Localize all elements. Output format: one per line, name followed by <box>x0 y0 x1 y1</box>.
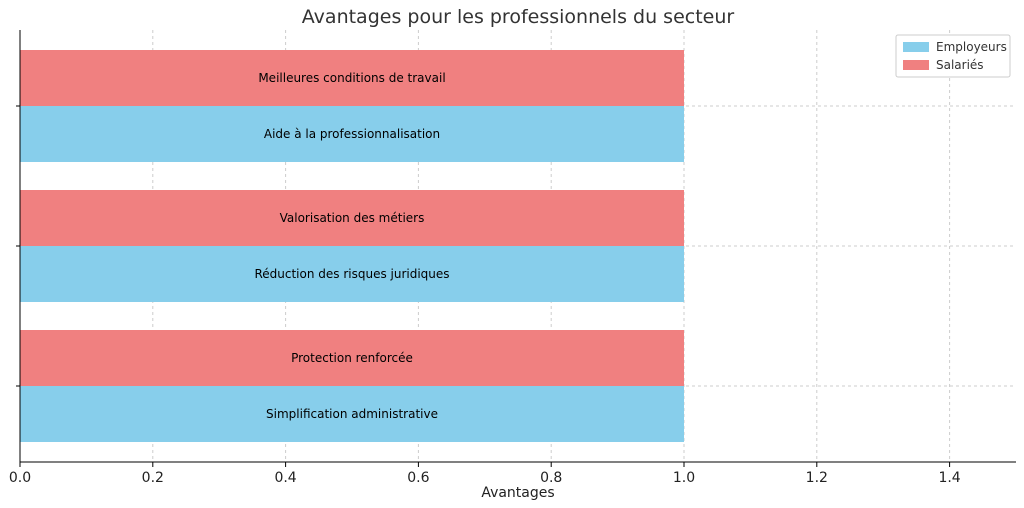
legend-swatch-salaries <box>903 60 929 70</box>
bar-label-employeurs: Simplification administrative <box>266 407 438 421</box>
bar-employeurs <box>20 246 684 302</box>
x-tick-label: 0.2 <box>142 470 164 486</box>
x-tick-label: 0.6 <box>407 470 429 486</box>
chart-title: Avantages pour les professionnels du sec… <box>302 6 735 28</box>
bars: Meilleures conditions de travail Aide à l… <box>20 50 684 442</box>
bar-salaries <box>20 330 684 386</box>
x-tick-label: 0.0 <box>9 470 31 486</box>
bar-employeurs <box>20 106 684 162</box>
legend-label-salaries: Salariés <box>936 58 984 72</box>
x-tick-label: 0.4 <box>274 470 296 486</box>
x-tick-label: 0.8 <box>540 470 562 486</box>
legend: Employeurs Salariés <box>895 34 1011 78</box>
legend-swatch-employeurs <box>903 42 929 52</box>
x-axis-label: Avantages <box>481 485 554 501</box>
legend-label-employeurs: Employeurs <box>936 40 1007 54</box>
x-tick-label: 1.2 <box>806 470 828 486</box>
bar-label-employeurs: Aide à la professionnalisation <box>264 127 440 141</box>
x-tick-label: 1.0 <box>673 470 695 486</box>
bar-salaries <box>20 50 684 106</box>
x-tick-label: 1.4 <box>938 470 960 486</box>
bar-salaries <box>20 190 684 246</box>
bar-label-salaries: Valorisation des métiers <box>280 211 425 225</box>
bar-employeurs <box>20 386 684 442</box>
bar-label-salaries: Protection renforcée <box>291 351 413 365</box>
bar-label-salaries: Meilleures conditions de travail <box>258 71 445 85</box>
axes: 0.0 0.2 0.4 0.6 0.8 1.0 1.2 1.4 <box>9 30 1016 486</box>
bar-label-employeurs: Réduction des risques juridiques <box>254 267 449 281</box>
